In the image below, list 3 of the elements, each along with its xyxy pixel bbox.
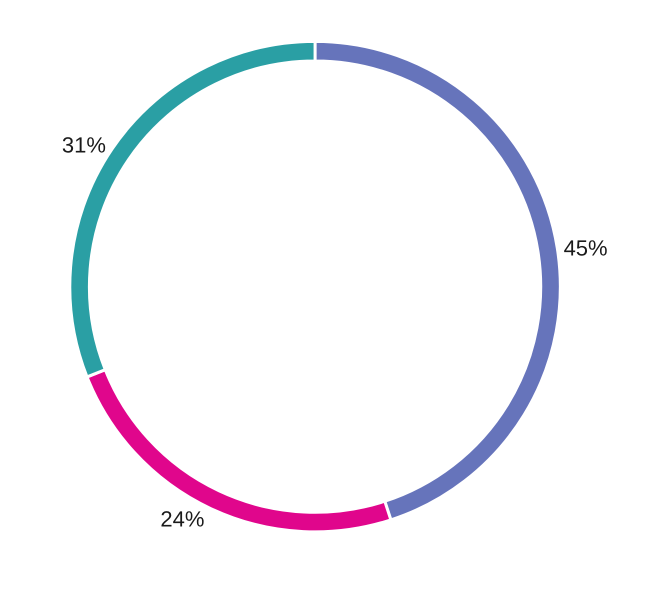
data-label: 31%: [62, 132, 106, 158]
data-label: 45%: [564, 235, 608, 260]
data-label: 24%: [160, 506, 204, 532]
